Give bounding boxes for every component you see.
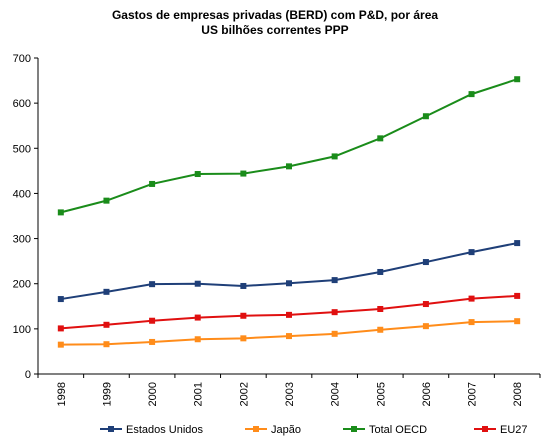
legend-label: Estados Unidos [126, 424, 204, 436]
chart-title: Gastos de empresas privadas (BERD) com P… [111, 8, 439, 22]
data-point [286, 280, 292, 287]
data-point [103, 341, 110, 348]
data-point [377, 135, 384, 142]
data-point [240, 170, 247, 177]
data-point [286, 311, 292, 318]
data-point [468, 295, 475, 302]
data-point [514, 240, 521, 247]
legend-swatch-marker [108, 426, 114, 432]
series-line [60, 320, 518, 346]
legend-label: EU27 [500, 424, 528, 436]
data-point [149, 317, 156, 324]
x-tick-label: 2007 [467, 382, 479, 406]
data-point [377, 305, 384, 312]
data-point [331, 277, 338, 284]
data-point [103, 321, 110, 328]
data-point [377, 268, 384, 275]
x-tick-label: 2003 [284, 382, 296, 406]
data-point [422, 113, 429, 120]
x-tick-label: 2006 [421, 382, 433, 406]
x-tick-label: 2005 [375, 382, 387, 406]
data-point [514, 292, 521, 299]
legend-label: Japão [271, 424, 301, 436]
data-point [331, 309, 338, 316]
chart-subtitle: US bilhões correntes PPP [201, 23, 349, 37]
series-line [60, 242, 518, 301]
data-point [57, 325, 64, 332]
data-point [149, 338, 156, 345]
data-point [103, 288, 110, 295]
data-point [57, 209, 64, 216]
data-point [240, 312, 247, 319]
data-point [422, 259, 429, 266]
y-tick-label: 500 [13, 143, 31, 155]
y-tick-label: 200 [13, 279, 31, 291]
data-point [149, 281, 156, 288]
legend-label: Total OECD [369, 424, 427, 436]
data-point [194, 280, 201, 287]
legend-swatch-marker [482, 426, 488, 432]
data-point [514, 318, 521, 325]
data-point [377, 326, 384, 333]
y-tick-label: 600 [13, 98, 31, 110]
data-point [468, 91, 475, 98]
data-point [57, 341, 64, 348]
x-tick-label: 2001 [193, 382, 205, 406]
y-tick-label: 400 [13, 188, 31, 200]
y-tick-label: 100 [13, 324, 31, 336]
y-tick-label: 700 [13, 53, 31, 65]
legend-swatch-marker [253, 426, 259, 432]
x-tick-label: 2004 [330, 382, 342, 406]
legend-swatch-marker [351, 426, 357, 432]
y-tick-label: 0 [25, 369, 31, 381]
data-point [103, 197, 110, 204]
data-point [331, 330, 338, 337]
data-point [194, 336, 201, 343]
data-point [57, 296, 64, 303]
x-tick-label: 1999 [101, 382, 113, 406]
x-tick-label: 2002 [238, 382, 250, 406]
x-tick-label: 2008 [512, 382, 524, 406]
data-point [194, 171, 201, 178]
data-point [240, 335, 247, 342]
data-point [468, 319, 475, 326]
data-point [240, 282, 247, 289]
series-line [60, 78, 518, 214]
data-point [286, 163, 292, 170]
data-point [468, 249, 475, 256]
x-tick-label: 2000 [147, 382, 159, 406]
data-point [194, 314, 201, 321]
data-point [286, 333, 292, 340]
data-point [422, 301, 429, 308]
data-point [422, 323, 429, 330]
y-tick-label: 300 [13, 234, 31, 246]
data-point [514, 76, 521, 83]
data-point [331, 153, 338, 160]
x-tick-label: 1998 [56, 382, 68, 406]
chart-title-block: Gastos de empresas privadas (BERD) com P… [0, 8, 550, 38]
data-point [149, 180, 156, 187]
